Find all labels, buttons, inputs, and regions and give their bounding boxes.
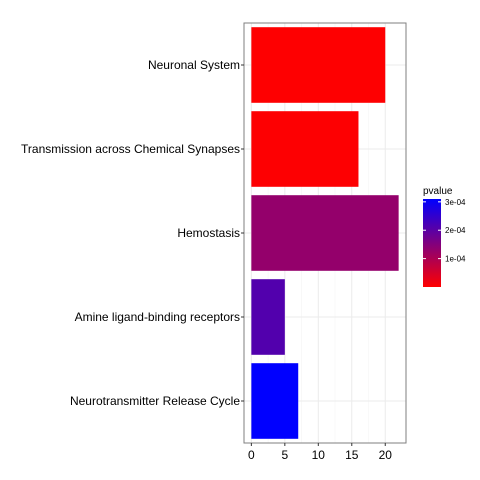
y-tick-label: Transmission across Chemical Synapses	[21, 142, 240, 156]
legend-title: pvalue	[423, 186, 453, 197]
x-axis: 0 5 10 15 20	[248, 443, 392, 462]
legend-colorbar	[423, 199, 441, 287]
y-tick-label: Hemostasis	[177, 226, 240, 240]
x-tick-label: 0	[248, 448, 255, 462]
bar	[251, 27, 386, 103]
bar	[251, 195, 399, 271]
y-axis: Neuronal System Transmission across Chemi…	[21, 58, 244, 408]
x-tick-label: 15	[345, 448, 359, 462]
y-tick-label: Neuronal System	[148, 58, 240, 72]
bar	[251, 363, 299, 439]
legend-label: 3e-04	[445, 198, 466, 207]
x-tick-label: 5	[281, 448, 288, 462]
bar	[251, 111, 359, 187]
y-tick-label: Amine ligand-binding receptors	[75, 310, 240, 324]
plot-bars	[251, 27, 399, 439]
x-tick-label: 20	[379, 448, 393, 462]
x-tick-label: 10	[312, 448, 326, 462]
legend: pvalue 3e-04 2e-04 1e-04	[423, 186, 466, 287]
bar	[251, 279, 285, 355]
legend-label: 1e-04	[445, 255, 466, 264]
y-tick-label: Neurotransmitter Release Cycle	[70, 394, 240, 408]
legend-label: 2e-04	[445, 226, 466, 235]
legend-ticks: 3e-04 2e-04 1e-04	[423, 198, 466, 264]
